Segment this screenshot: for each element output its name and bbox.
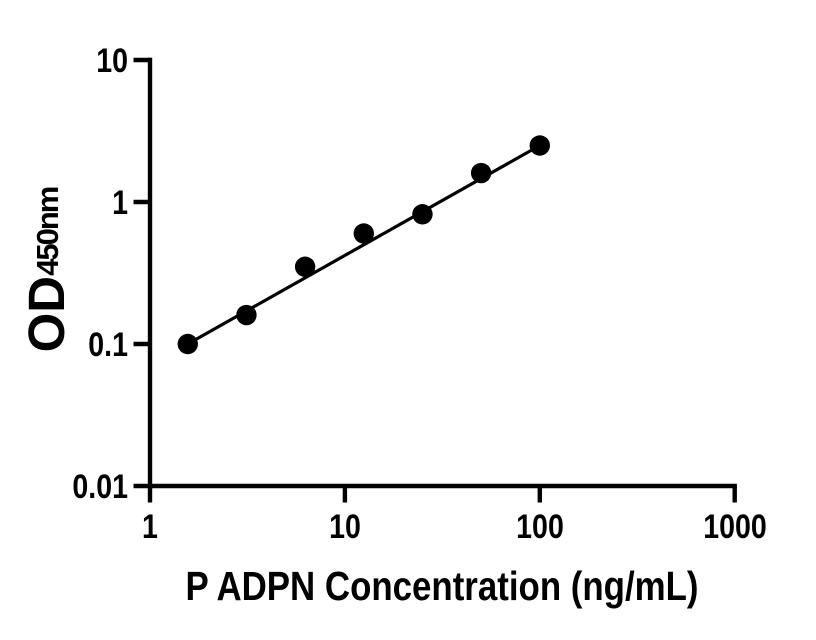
x-axis-title: P ADPN Concentration (ng/mL) [185, 563, 699, 609]
data-point [177, 333, 198, 355]
data-point [236, 304, 257, 326]
data-point [470, 162, 492, 184]
y-tick-label-10: 10 [96, 42, 128, 80]
x-tick-label-10: 10 [329, 508, 361, 546]
x-tick-label-100: 100 [515, 508, 564, 546]
x-tick-label-1000: 1000 [702, 508, 767, 546]
y-tick-label-0-1: 0.1 [88, 326, 128, 364]
y-tick-label-1: 1 [112, 184, 128, 222]
data-point [353, 223, 374, 244]
x-tick-label-1: 1 [142, 508, 158, 546]
data-point [412, 204, 433, 225]
data-point [294, 256, 316, 277]
y-tick-label-0-01: 0.01 [72, 468, 128, 506]
data-point [529, 135, 550, 156]
